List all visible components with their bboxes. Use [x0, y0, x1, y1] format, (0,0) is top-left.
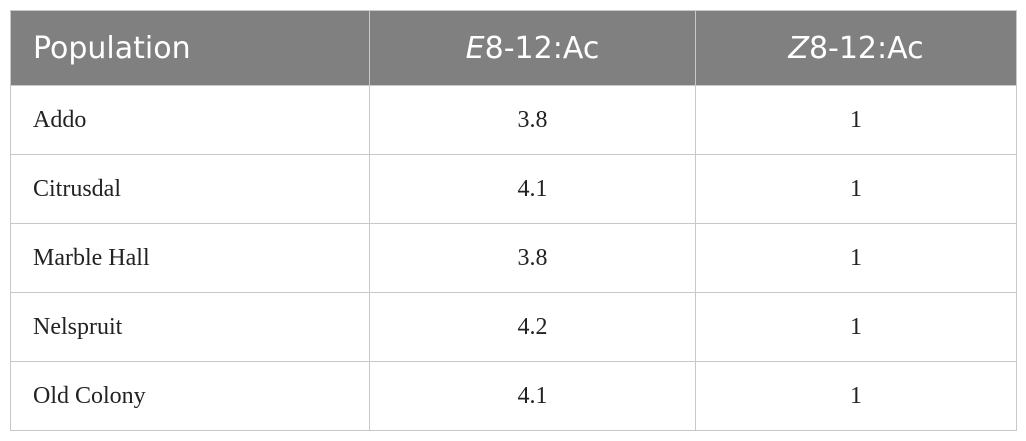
header-cell: Population — [10, 10, 370, 86]
ratio-cell: 3.8 — [369, 85, 696, 155]
data-table: Population E8-12:Ac Z8-12:Ac Addo 3.8 1 Citru… — [10, 10, 1017, 431]
header-text: Z — [788, 30, 809, 66]
header-text: 8-12:Ac — [484, 30, 600, 66]
ratio-cell: 1 — [695, 361, 1017, 431]
population-cell: Addo — [10, 85, 370, 155]
header-text: 8-12:Ac — [808, 30, 924, 66]
population-cell: Old Colony — [10, 361, 370, 431]
table-row: Marble Hall 3.8 1 — [10, 223, 1017, 293]
table-row: Citrusdal 4.1 1 — [10, 154, 1017, 224]
header-text: E — [465, 30, 485, 66]
header-row: Population E8-12:Ac Z8-12:Ac — [10, 10, 1017, 86]
population-cell: Citrusdal — [10, 154, 370, 224]
ratio-cell: 3.8 — [369, 223, 696, 293]
ratio-cell: 1 — [695, 85, 1017, 155]
header-cell: Z8-12:Ac — [695, 10, 1017, 86]
table-header: Population E8-12:Ac Z8-12:Ac — [10, 10, 1017, 86]
ratio-cell: 4.1 — [369, 154, 696, 224]
header-text: Population — [33, 30, 191, 66]
ratio-cell: 1 — [695, 223, 1017, 293]
header-cell: E8-12:Ac — [369, 10, 696, 86]
table-row: Old Colony 4.1 1 — [10, 361, 1017, 431]
ratio-cell: 4.2 — [369, 292, 696, 362]
table-row: Addo 3.8 1 — [10, 85, 1017, 155]
table-row: Nelspruit 4.2 1 — [10, 292, 1017, 362]
population-cell: Nelspruit — [10, 292, 370, 362]
ratio-cell: 4.1 — [369, 361, 696, 431]
population-cell: Marble Hall — [10, 223, 370, 293]
ratio-cell: 1 — [695, 154, 1017, 224]
ratio-cell: 1 — [695, 292, 1017, 362]
table-body: Addo 3.8 1 Citrusdal 4.1 1 Marble Hall 3.8 1 Nels… — [10, 85, 1017, 431]
